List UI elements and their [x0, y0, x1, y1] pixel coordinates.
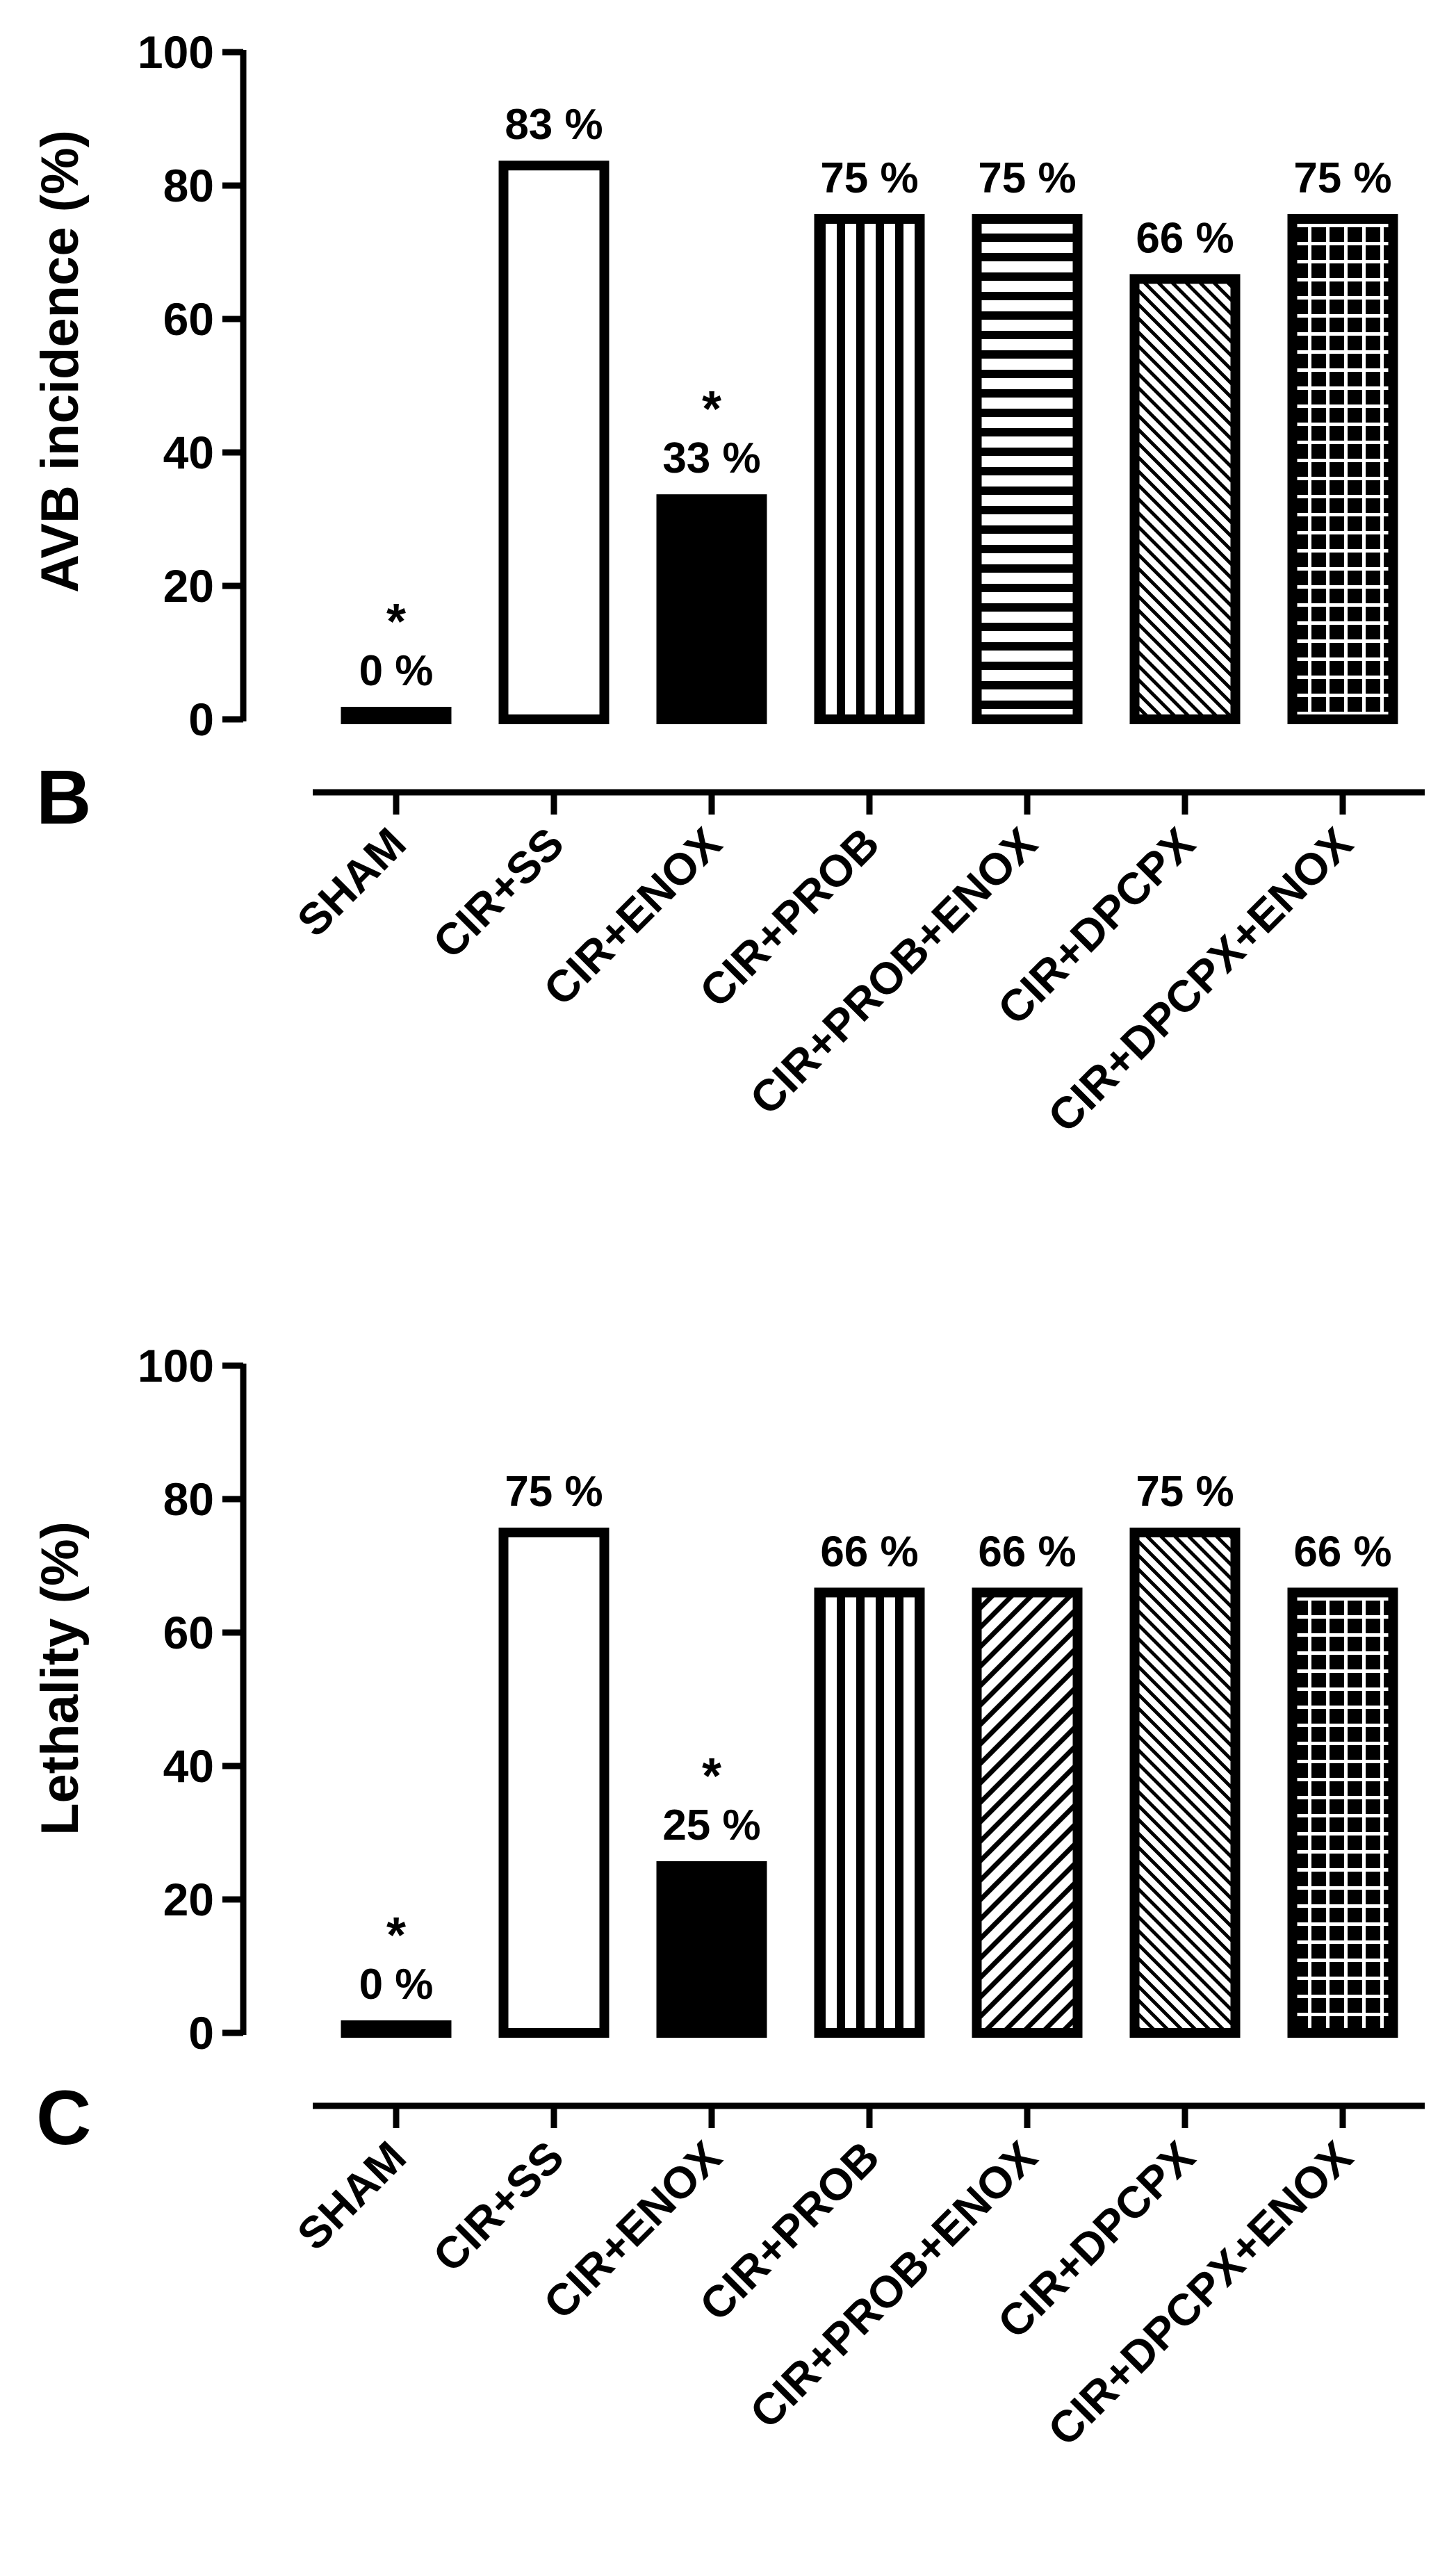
panel-letter-c: C	[36, 2075, 91, 2161]
significance-marker: *	[386, 594, 406, 650]
y-tick-label: 100	[138, 26, 214, 78]
data-label: 33 %	[662, 434, 760, 482]
data-label: 0 %	[359, 1961, 434, 2009]
bar-sham	[341, 2020, 452, 2038]
y-tick-label: 20	[163, 560, 214, 612]
category-label: CIR+PROB+ENOX	[740, 2132, 1047, 2438]
y-tick-label: 40	[163, 1740, 214, 1792]
category-label: CIR+PROB+ENOX	[740, 818, 1047, 1125]
data-label: 75 %	[505, 1468, 603, 1516]
panel-letter-b: B	[36, 755, 91, 840]
data-label: 25 %	[662, 1801, 760, 1849]
y-tick-label: 0	[188, 2007, 214, 2059]
bar-cir-dpcpx-enox	[1287, 1587, 1398, 2038]
data-label: 66 %	[978, 1528, 1076, 1576]
bar-cir-prob-enox	[972, 1587, 1083, 2038]
significance-marker: *	[386, 1908, 406, 1963]
y-tick-label: 40	[163, 427, 214, 478]
data-label: 75 %	[978, 154, 1076, 202]
bar-cir-dpcpx-enox	[1287, 214, 1398, 724]
y-axis-title-lethality: Lethality (%)	[31, 1521, 90, 1836]
y-tick-label: 80	[163, 160, 214, 211]
bar-cir-enox	[656, 1861, 767, 2038]
y-tick-label: 60	[163, 293, 214, 345]
y-tick-label: 0	[188, 694, 214, 745]
y-tick-label: 60	[163, 1607, 214, 1658]
data-label: 66 %	[820, 1528, 918, 1576]
y-tick-label: 100	[138, 1340, 214, 1391]
significance-marker: *	[702, 382, 721, 437]
data-label: 66 %	[1136, 214, 1234, 262]
data-label: 66 %	[1293, 1528, 1391, 1576]
y-axis-title-avb-incidence: AVB incidence (%)	[31, 130, 90, 593]
bar-cir-prob	[814, 1587, 925, 2038]
bar-sham	[341, 707, 452, 724]
data-label: 0 %	[359, 647, 434, 695]
bar-cir-ss	[498, 161, 610, 724]
category-label: CIR+SS	[423, 818, 573, 968]
bar-cir-prob	[814, 214, 925, 724]
bar-cir-ss	[498, 1528, 610, 2038]
category-label: SHAM	[288, 2132, 416, 2259]
y-tick-label: 80	[163, 1473, 214, 1525]
data-label: 75 %	[1293, 154, 1391, 202]
bar-cir-prob-enox	[972, 214, 1083, 724]
y-tick-label: 20	[163, 1874, 214, 1925]
bar-cir-dpcpx	[1129, 274, 1241, 724]
category-label: CIR+DPCPX+ENOX	[1038, 2132, 1362, 2455]
category-label: CIR+DPCPX+ENOX	[1038, 818, 1362, 1142]
bar-cir-dpcpx	[1129, 1528, 1241, 2038]
category-label: SHAM	[288, 818, 416, 946]
significance-marker: *	[702, 1749, 721, 1804]
bar-cir-enox	[656, 494, 767, 724]
data-label: 75 %	[1136, 1468, 1234, 1516]
data-label: 83 %	[505, 101, 603, 149]
category-label: CIR+SS	[423, 2132, 573, 2282]
data-label: 75 %	[820, 154, 918, 202]
